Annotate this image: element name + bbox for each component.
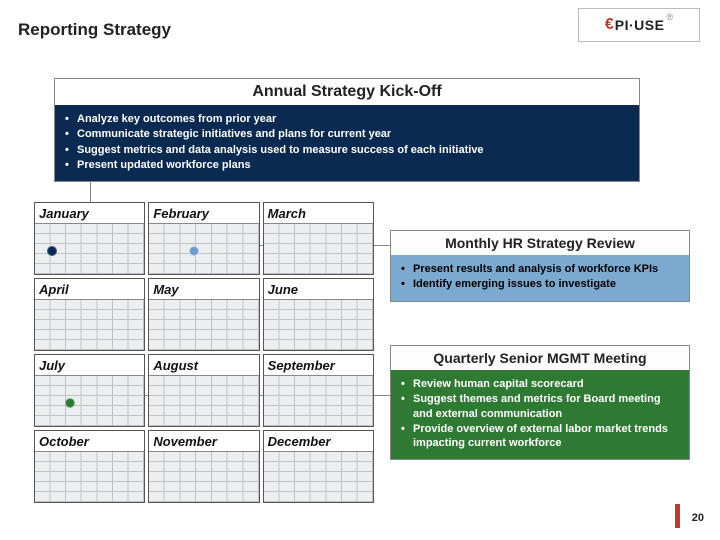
annual-bullet: Analyze key outcomes from prior year bbox=[65, 112, 629, 126]
annual-bullet: Suggest metrics and data analysis used t… bbox=[65, 143, 629, 157]
month-label: August bbox=[149, 355, 258, 376]
month-label: October bbox=[35, 431, 144, 452]
month-label: December bbox=[264, 431, 373, 452]
page-title: Reporting Strategy bbox=[18, 20, 171, 40]
page-number: 20 bbox=[692, 512, 704, 524]
logo-registered-icon: ® bbox=[666, 12, 673, 22]
annual-strategy-box: Annual Strategy Kick-Off Analyze key out… bbox=[54, 78, 640, 182]
annual-title: Annual Strategy Kick-Off bbox=[55, 79, 639, 105]
accent-bar bbox=[675, 504, 680, 528]
month-label: January bbox=[35, 203, 144, 224]
month-cell: September bbox=[263, 354, 374, 427]
event-dot-icon bbox=[189, 246, 199, 256]
month-cell: October bbox=[34, 430, 145, 503]
month-grid bbox=[35, 376, 144, 426]
month-cell: April bbox=[34, 278, 145, 351]
month-cell: January bbox=[34, 202, 145, 275]
month-grid bbox=[264, 224, 373, 274]
month-grid bbox=[264, 452, 373, 502]
monthly-title: Monthly HR Strategy Review bbox=[391, 231, 689, 255]
month-cell: June bbox=[263, 278, 374, 351]
month-label: May bbox=[149, 279, 258, 300]
month-grid bbox=[149, 300, 258, 350]
monthly-bullet: Present results and analysis of workforc… bbox=[401, 262, 679, 276]
month-cell: December bbox=[263, 430, 374, 503]
monthly-bullet: Identify emerging issues to investigate bbox=[401, 277, 679, 291]
month-label: February bbox=[149, 203, 258, 224]
logo-prefix-icon: € bbox=[605, 16, 614, 34]
month-grid bbox=[35, 300, 144, 350]
annual-bullet: Present updated workforce plans bbox=[65, 158, 629, 172]
month-label: June bbox=[264, 279, 373, 300]
month-label: September bbox=[264, 355, 373, 376]
monthly-review-box: Monthly HR Strategy Review Present resul… bbox=[390, 230, 690, 302]
month-cell: May bbox=[148, 278, 259, 351]
month-label: November bbox=[149, 431, 258, 452]
month-grid bbox=[149, 452, 258, 502]
logo-text: PI·USE bbox=[615, 17, 665, 33]
calendar-grid: JanuaryFebruary March AprilMay June JulyAugu… bbox=[34, 202, 374, 503]
quarterly-bullet: Suggest themes and metrics for Board mee… bbox=[401, 392, 679, 421]
event-dot-icon bbox=[65, 398, 75, 408]
month-cell: March bbox=[263, 202, 374, 275]
quarterly-meeting-box: Quarterly Senior MGMT Meeting Review hum… bbox=[390, 345, 690, 460]
month-grid bbox=[35, 224, 144, 274]
quarterly-body: Review human capital scorecard Suggest t… bbox=[391, 370, 689, 459]
annual-bullet: Communicate strategic initiatives and pl… bbox=[65, 127, 629, 141]
month-grid bbox=[35, 452, 144, 502]
month-cell: July bbox=[34, 354, 145, 427]
quarterly-bullet: Review human capital scorecard bbox=[401, 377, 679, 391]
annual-body: Analyze key outcomes from prior year Com… bbox=[55, 105, 639, 181]
event-dot-icon bbox=[47, 246, 57, 256]
month-label: April bbox=[35, 279, 144, 300]
month-grid bbox=[264, 300, 373, 350]
month-cell: August bbox=[148, 354, 259, 427]
month-label: March bbox=[264, 203, 373, 224]
quarterly-bullet: Provide overview of external labor marke… bbox=[401, 422, 679, 451]
month-cell: February bbox=[148, 202, 259, 275]
quarterly-title: Quarterly Senior MGMT Meeting bbox=[391, 346, 689, 370]
month-grid bbox=[149, 376, 258, 426]
month-grid bbox=[264, 376, 373, 426]
logo: € PI·USE ® bbox=[578, 8, 700, 42]
month-label: July bbox=[35, 355, 144, 376]
month-grid bbox=[149, 224, 258, 274]
month-cell: November bbox=[148, 430, 259, 503]
monthly-body: Present results and analysis of workforc… bbox=[391, 255, 689, 301]
